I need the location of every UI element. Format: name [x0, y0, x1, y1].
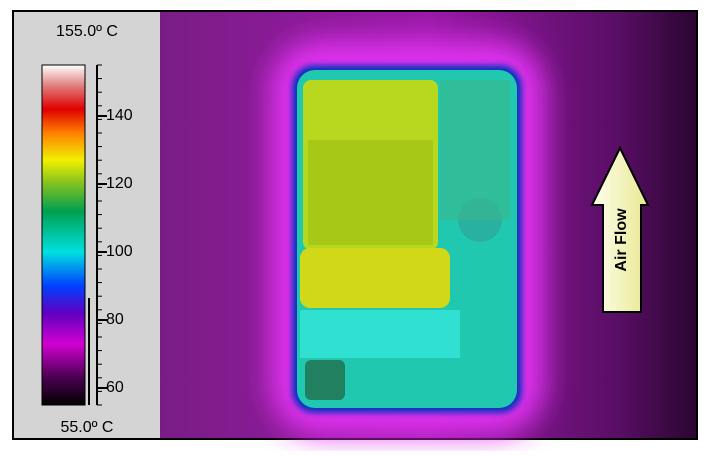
tick-label: 80: [106, 311, 124, 328]
tick-label: 140: [106, 107, 133, 124]
scale-max-label: 155.0º C: [56, 23, 118, 40]
tick-label: 60: [106, 379, 124, 396]
components: [440, 80, 510, 220]
connector: [305, 360, 345, 400]
thermal-view: 60 80 100 120 140 155.0º C 55.0º C Air Flow: [0, 0, 709, 451]
tick-label: 100: [106, 243, 133, 260]
airflow-label: Air Flow: [613, 208, 630, 272]
scale-min-label: 55.0º C: [61, 419, 114, 436]
color-bar: [42, 65, 85, 405]
tick-label: 120: [106, 175, 133, 192]
capacitor: [300, 310, 460, 358]
inductor: [300, 248, 450, 308]
transformer-core: [308, 140, 433, 245]
scale-panel: [14, 12, 160, 438]
